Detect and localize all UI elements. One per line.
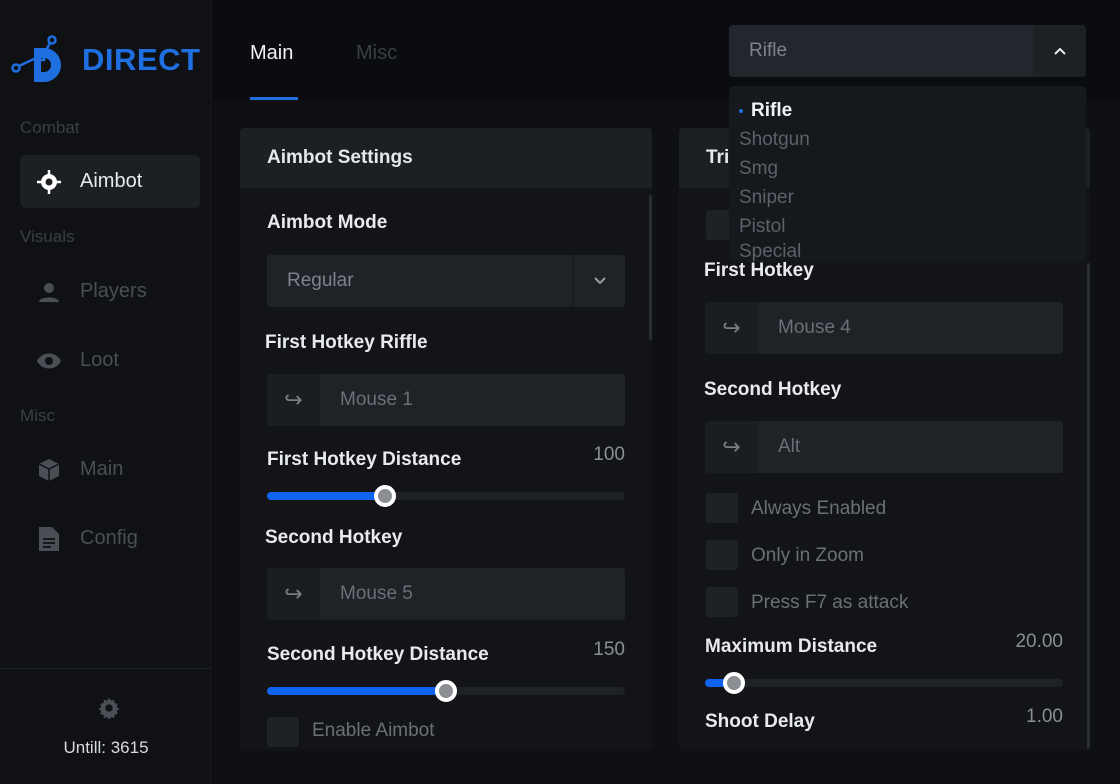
aimbot-mode-select[interactable]: Regular <box>267 255 625 307</box>
aimbot-mode-label: Aimbot Mode <box>267 212 388 233</box>
eye-icon <box>36 348 62 374</box>
second-hotkey-label: Second Hotkey <box>265 527 403 548</box>
sidebar-item-label: Main <box>80 458 124 480</box>
chevron-down-icon <box>572 255 625 307</box>
sidebar-item-label: Players <box>80 280 147 302</box>
slider-fill <box>705 679 734 687</box>
arrow-return-icon: ↪ <box>267 374 320 426</box>
selected-dot-icon <box>739 108 743 113</box>
max-distance-slider[interactable] <box>705 672 1063 694</box>
sidebar-item-loot[interactable]: Loot <box>20 334 200 387</box>
section-combat: Combat <box>20 118 80 137</box>
select-value: Regular <box>287 270 354 291</box>
shoot-delay-value: 1.00 <box>1026 706 1063 727</box>
first-distance-label: First Hotkey Distance <box>267 449 462 470</box>
brand-name: DIRECT <box>82 42 201 77</box>
sidebar-item-aimbot[interactable]: Aimbot <box>20 155 200 208</box>
second-hotkey-label: Second Hotkey <box>704 379 842 400</box>
always-enabled-label: Always Enabled <box>751 498 887 519</box>
aimbot-settings-panel: Aimbot Settings Aimbot Mode Regular Firs… <box>240 128 652 750</box>
option-smg[interactable]: Smg <box>739 157 779 179</box>
option-rifle[interactable]: Rifle <box>729 96 1086 125</box>
tab-misc[interactable]: Misc <box>356 42 398 64</box>
first-hotkey-input[interactable]: ↪ Mouse 1 <box>267 374 625 426</box>
chevron-up-icon[interactable] <box>1033 25 1086 77</box>
second-distance-slider[interactable] <box>267 680 625 702</box>
first-distance-slider[interactable] <box>267 485 625 507</box>
license-expiry: Untill: 3615 <box>63 738 149 757</box>
option-special[interactable]: Special <box>739 241 802 262</box>
shoot-delay-label: Shoot Delay <box>705 711 815 732</box>
tab-active-indicator <box>250 97 298 100</box>
tab-main[interactable]: Main <box>250 42 294 64</box>
press-f7-label: Press F7 as attack <box>751 592 909 613</box>
slider-fill <box>267 687 446 695</box>
only-in-zoom-checkbox[interactable] <box>706 540 738 570</box>
first-distance-value: 100 <box>593 444 625 465</box>
first-hotkey-label: First Hotkey Riffle <box>265 332 428 353</box>
slider-handle[interactable] <box>435 680 457 702</box>
first-hotkey-label: First Hotkey <box>704 260 814 281</box>
input-value: Mouse 5 <box>340 583 413 604</box>
second-distance-value: 150 <box>593 639 625 660</box>
weapon-select[interactable]: Rifle <box>729 25 1086 77</box>
first-hotkey-input[interactable]: ↪ Mouse 4 <box>705 302 1063 354</box>
max-distance-value: 20.00 <box>1015 631 1063 652</box>
always-enabled-checkbox[interactable] <box>706 493 738 523</box>
sidebar-item-main[interactable]: Main <box>20 443 200 496</box>
option-shotgun[interactable]: Shotgun <box>739 128 810 150</box>
arrow-return-icon: ↪ <box>267 568 320 620</box>
sidebar-divider <box>0 668 212 669</box>
slider-handle[interactable] <box>374 485 397 507</box>
sidebar: DIRECT Combat Aimbot Visuals Players Loo… <box>0 0 212 784</box>
person-icon <box>36 279 62 305</box>
input-value: Mouse 1 <box>340 389 413 410</box>
only-in-zoom-label: Only in Zoom <box>751 545 864 566</box>
press-f7-checkbox[interactable] <box>706 587 738 617</box>
sidebar-item-players[interactable]: Players <box>20 265 200 318</box>
document-icon <box>36 526 62 552</box>
max-distance-label: Maximum Distance <box>705 636 878 657</box>
enable-aimbot-label: Enable Aimbot <box>312 720 435 741</box>
slider-handle[interactable] <box>722 672 745 694</box>
option-label: Rifle <box>751 99 793 121</box>
arrow-return-icon: ↪ <box>705 302 758 354</box>
second-hotkey-input[interactable]: ↪ Mouse 5 <box>267 568 625 620</box>
sidebar-item-label: Aimbot <box>80 170 143 192</box>
sidebar-item-label: Loot <box>80 349 119 371</box>
scrollbar[interactable] <box>649 195 652 340</box>
logo-icon <box>11 35 61 82</box>
input-value: Mouse 4 <box>778 317 851 338</box>
panel-title: Aimbot Settings <box>240 128 652 188</box>
slider-fill <box>267 492 386 500</box>
sidebar-item-config[interactable]: Config <box>20 512 200 565</box>
enable-aimbot-checkbox[interactable] <box>267 717 299 747</box>
section-visuals: Visuals <box>20 227 75 246</box>
gear-icon[interactable] <box>98 697 120 719</box>
select-value: Rifle <box>749 40 788 61</box>
option-sniper[interactable]: Sniper <box>739 186 794 208</box>
scrollbar[interactable] <box>1087 263 1090 750</box>
arrow-return-icon: ↪ <box>705 421 758 473</box>
option-pistol[interactable]: Pistol <box>739 215 786 237</box>
sidebar-item-label: Config <box>80 527 138 549</box>
weapon-dropdown: Rifle Shotgun Smg Sniper Pistol Special <box>729 86 1086 262</box>
section-misc: Misc <box>20 406 55 425</box>
second-distance-label: Second Hotkey Distance <box>267 644 489 665</box>
crosshair-icon <box>36 169 62 195</box>
input-value: Alt <box>778 436 801 457</box>
second-hotkey-input[interactable]: ↪ Alt <box>705 421 1063 473</box>
cube-icon <box>36 457 62 483</box>
